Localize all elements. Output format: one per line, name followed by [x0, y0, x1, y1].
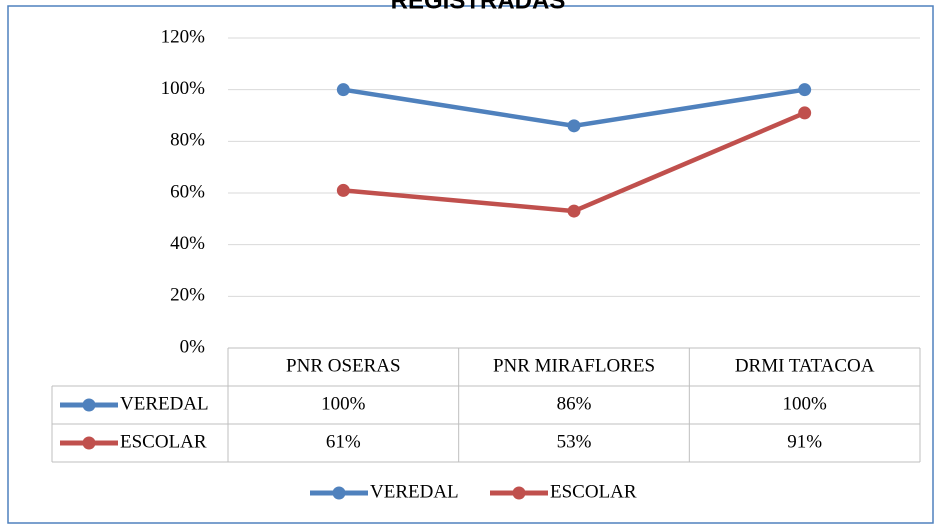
y-tick-label: 40%: [170, 233, 205, 254]
data-point: [336, 183, 350, 197]
x-tick-label: PNR OSERAS: [286, 355, 401, 376]
data-point: [798, 83, 812, 97]
table-cell: 53%: [557, 431, 592, 452]
y-tick-label: 80%: [170, 130, 205, 151]
table-cell: 100%: [783, 393, 828, 414]
legend-label: ESCOLAR: [550, 481, 637, 502]
x-tick-label: DRMI TATACOA: [735, 355, 875, 376]
legend-marker: [82, 436, 96, 450]
y-tick-label: 60%: [170, 181, 205, 202]
table-row-label: ESCOLAR: [120, 431, 207, 452]
table-cell: 86%: [557, 393, 592, 414]
y-tick-label: 120%: [161, 26, 206, 47]
data-point: [567, 119, 581, 133]
y-tick-label: 100%: [161, 78, 206, 99]
legend-marker: [512, 486, 526, 500]
table-cell: 100%: [321, 393, 366, 414]
table-cell: 91%: [787, 431, 822, 452]
data-point: [798, 106, 812, 120]
data-point: [567, 204, 581, 218]
legend-marker: [82, 398, 96, 412]
y-tick-label: 0%: [180, 336, 206, 357]
table-row-label: VEREDAL: [120, 393, 209, 414]
x-tick-label: PNR MIRAFLORES: [493, 355, 655, 376]
legend-label: VEREDAL: [370, 481, 459, 502]
table-cell: 61%: [326, 431, 361, 452]
y-tick-label: 20%: [170, 285, 205, 306]
legend-marker: [332, 486, 346, 500]
data-point: [336, 83, 350, 97]
chart-title: REGISTRADAS: [391, 0, 566, 14]
